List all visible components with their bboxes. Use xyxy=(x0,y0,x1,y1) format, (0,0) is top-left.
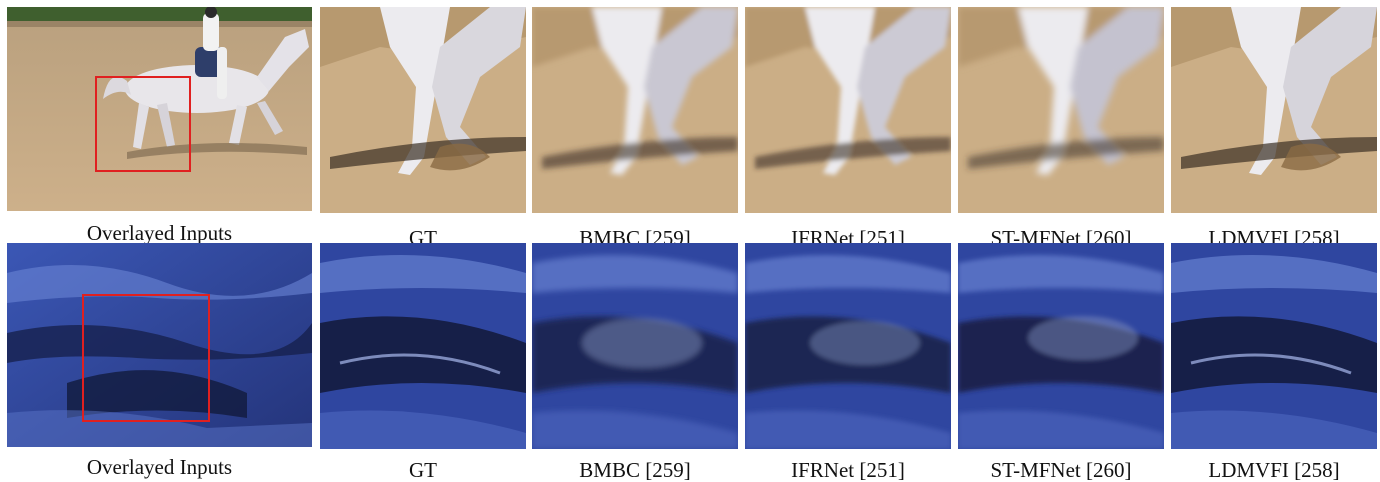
water-overlayed-inputs-image xyxy=(7,243,312,447)
horse-overlayed-inputs-caption: Overlayed Inputs xyxy=(86,221,233,245)
water-ifrnet-image xyxy=(745,243,951,449)
water-stmfnet-caption: ST-MFNet [260] xyxy=(990,458,1132,482)
water-ldmvfi-image xyxy=(1171,243,1377,449)
horse-gt-image xyxy=(320,7,526,213)
water-gt-image xyxy=(320,243,526,449)
water-bmbc-image xyxy=(532,243,738,449)
water-bmbc-caption: BMBC [259] xyxy=(579,458,691,482)
horse-overlayed-inputs-image xyxy=(7,7,312,211)
horse-bmbc-image xyxy=(532,7,738,213)
water-stmfnet-image xyxy=(958,243,1164,449)
horse-stmfnet-image xyxy=(958,7,1164,213)
water-overlayed-inputs-caption: Overlayed Inputs xyxy=(86,455,233,479)
horse-ifrnet-image xyxy=(745,7,951,213)
water-ldmvfi-caption: LDMVFI [258] xyxy=(1208,458,1340,482)
water-gt-caption: GT xyxy=(409,458,437,482)
horse-ldmvfi-image xyxy=(1171,7,1377,213)
water-ifrnet-caption: IFRNet [251] xyxy=(791,458,905,482)
